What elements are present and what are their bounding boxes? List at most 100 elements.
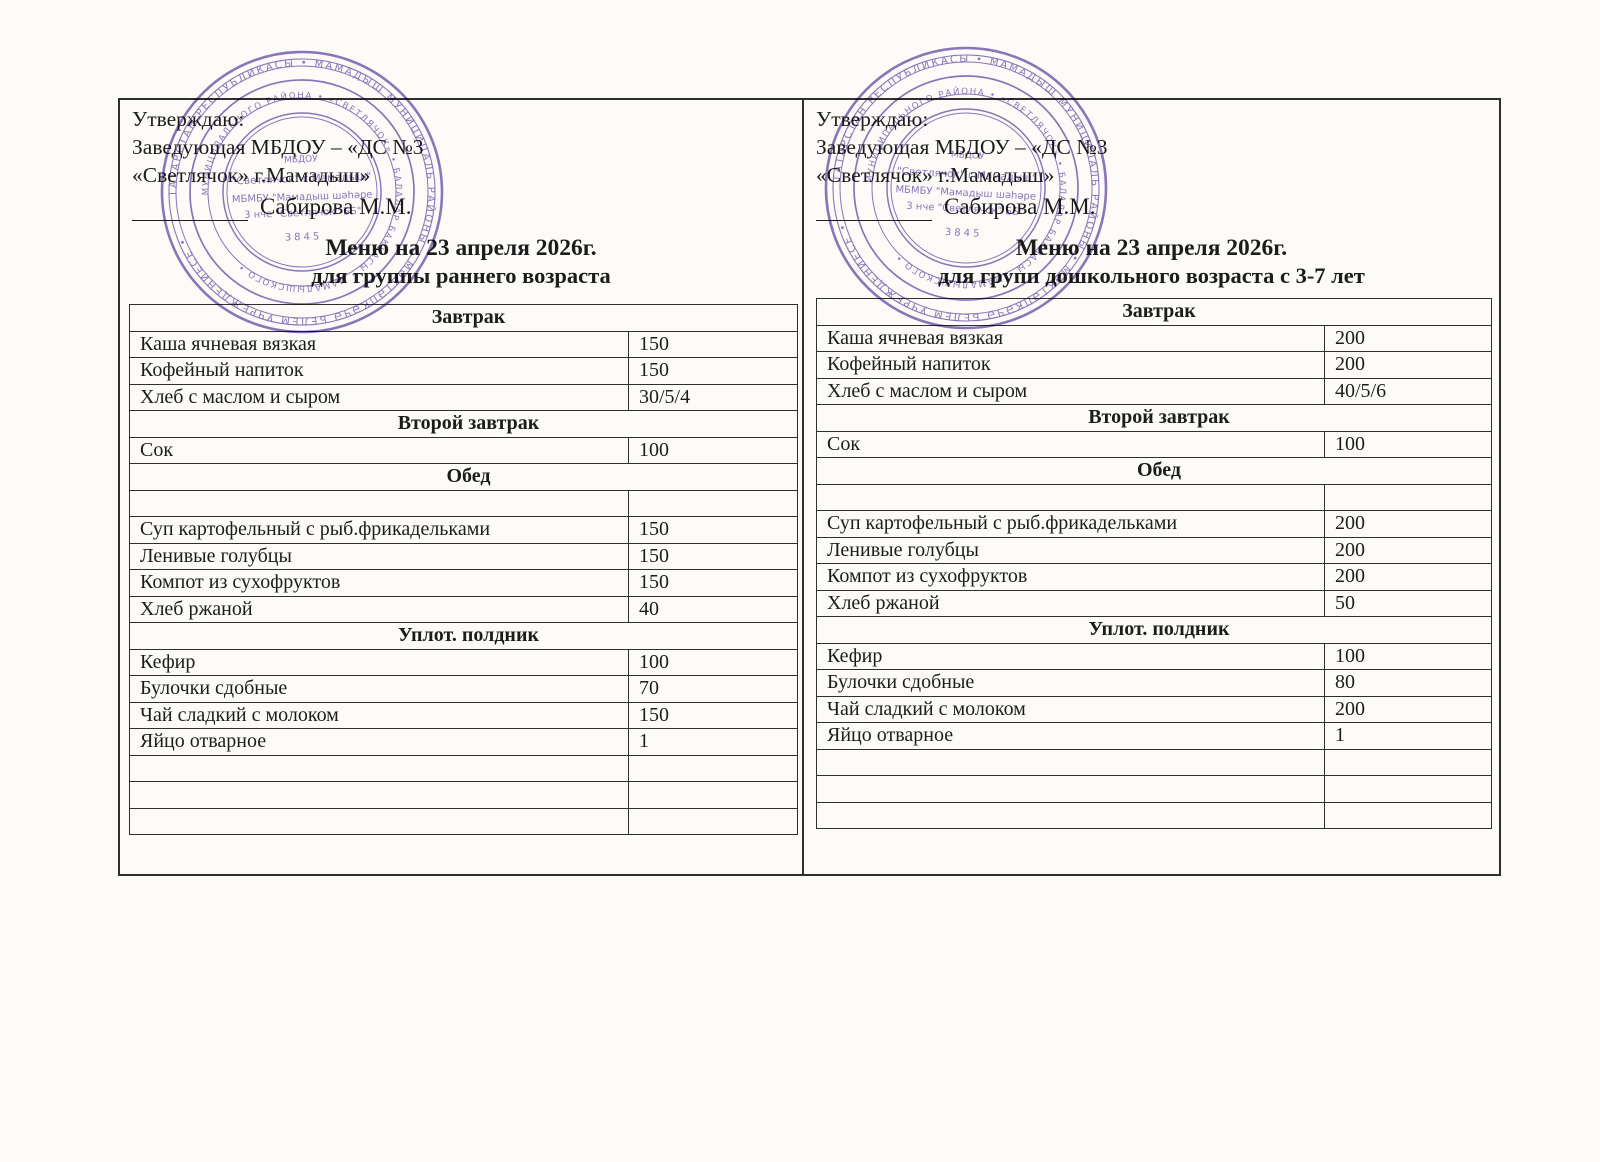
dish-name-cell: Кофейный напиток	[816, 351, 1325, 379]
menu-item-row: Сок 100	[816, 430, 1493, 458]
dish-name-cell: Кефир	[129, 648, 629, 676]
dish-name-cell: Чай сладкий с молоком	[129, 701, 629, 729]
menu-section-row: Обед	[128, 463, 799, 491]
menu-item-row	[129, 781, 799, 809]
menu-header: Меню на 23 апреля 2026г. для группы ранн…	[120, 235, 802, 289]
dish-name-cell	[129, 807, 629, 835]
dish-name-cell: Сок	[816, 430, 1325, 458]
menu-item-row: Суп картофельный с рыб.фрикадельками 150	[129, 516, 799, 544]
dish-name-cell: Суп картофельный с рыб.фрикадельками	[816, 510, 1325, 538]
portion-qty-cell	[1323, 483, 1493, 511]
menu-item-row: Хлеб с маслом и сыром 30/5/4	[129, 383, 799, 411]
menu-item-row: Компот из сухофруктов 150	[129, 569, 799, 597]
meal-section-title: Завтрак	[128, 304, 799, 332]
portion-qty-cell	[627, 489, 799, 517]
menu-item-row: Чай сладкий с молоком 200	[816, 695, 1493, 723]
portion-qty-cell: 200	[1323, 536, 1493, 564]
menu-item-row: Яйцо отварное 1	[816, 722, 1493, 750]
menu-section-row: Второй завтрак	[128, 410, 799, 438]
signature-row: Сабирова М.М.	[816, 193, 1499, 221]
menu-item-row: Яйцо отварное 1	[129, 728, 799, 756]
menu-item-row	[129, 807, 799, 835]
menu-sheet: Утверждаю: Заведующая МБДОУ – «ДС №3 «Св…	[118, 98, 1501, 876]
dish-name-cell: Булочки сдобные	[129, 675, 629, 703]
dish-name-cell: Ленивые голубцы	[816, 536, 1325, 564]
menu-item-row: Ленивые голубцы 150	[129, 542, 799, 570]
portion-qty-cell: 40	[627, 595, 799, 623]
dish-name-cell: Компот из сухофруктов	[816, 563, 1325, 591]
portion-qty-cell	[627, 781, 799, 809]
menu-item-row: Хлеб ржаной 40	[129, 595, 799, 623]
portion-qty-cell: 200	[1323, 695, 1493, 723]
dish-name-cell	[816, 801, 1325, 829]
meal-section-title: Второй завтрак	[128, 410, 799, 438]
menu-item-row	[816, 775, 1493, 803]
dish-name-cell: Ленивые голубцы	[129, 542, 629, 570]
dish-name-cell: Каша ячневая вязкая	[816, 324, 1325, 352]
signature-row: Сабирова М.М.	[132, 193, 802, 221]
dish-name-cell: Суп картофельный с рыб.фрикадельками	[129, 516, 629, 544]
menu-item-row: Булочки сдобные 80	[816, 669, 1493, 697]
portion-qty-cell: 1	[627, 728, 799, 756]
approval-line: «Светлячок» г.Мамадыш»	[816, 163, 1055, 187]
menu-header: Меню на 23 апреля 2026г. для групп дошко…	[804, 235, 1499, 289]
meal-section-title: Обед	[815, 457, 1493, 485]
approval-line: Заведующая МБДОУ – «ДС №3	[816, 135, 1108, 159]
portion-qty-cell	[1323, 775, 1493, 803]
portion-qty-cell	[627, 807, 799, 835]
menu-item-row: Суп картофельный с рыб.фрикадельками 200	[816, 510, 1493, 538]
portion-qty-cell: 150	[627, 357, 799, 385]
menu-item-row: Чай сладкий с молоком 150	[129, 701, 799, 729]
menu-item-row: Хлеб с маслом и сыром 40/5/6	[816, 377, 1493, 405]
portion-qty-cell: 100	[627, 648, 799, 676]
menu-section-row: Уплот. полдник	[815, 616, 1493, 644]
panel-preschool-menu: Утверждаю: Заведующая МБДОУ – «ДС №3 «Св…	[802, 100, 1499, 874]
menu-section-row: Завтрак	[128, 304, 799, 332]
signature-line	[132, 196, 248, 221]
portion-qty-cell: 80	[1323, 669, 1493, 697]
menu-item-row	[129, 489, 799, 517]
menu-item-row: Кефир 100	[129, 648, 799, 676]
menu-subtitle: для групп дошкольного возраста с 3-7 лет	[938, 263, 1365, 288]
menu-title: Меню на 23 апреля 2026г.	[1015, 235, 1288, 261]
portion-qty-cell: 200	[1323, 563, 1493, 591]
menu-item-row: Кофейный напиток 150	[129, 357, 799, 385]
portion-qty-cell	[627, 754, 799, 782]
dish-name-cell: Кефир	[816, 642, 1325, 670]
meal-section-title: Обед	[128, 463, 799, 491]
dish-name-cell	[816, 775, 1325, 803]
dish-name-cell: Хлеб с маслом и сыром	[129, 383, 629, 411]
portion-qty-cell: 150	[627, 516, 799, 544]
portion-qty-cell: 200	[1323, 324, 1493, 352]
approval-line: Утверждаю:	[132, 107, 245, 131]
meal-section-title: Уплот. полдник	[815, 616, 1493, 644]
menu-section-row: Второй завтрак	[815, 404, 1493, 432]
dish-name-cell: Яйцо отварное	[816, 722, 1325, 750]
portion-qty-cell: 40/5/6	[1323, 377, 1493, 405]
approval-line: «Светлячок» г.Мамадыш»	[132, 163, 371, 187]
dish-name-cell: Чай сладкий с молоком	[816, 695, 1325, 723]
menu-item-row: Кефир 100	[816, 642, 1493, 670]
approval-block: Утверждаю: Заведующая МБДОУ – «ДС №3 «Св…	[120, 100, 802, 221]
approval-line: Утверждаю:	[816, 107, 929, 131]
portion-qty-cell: 100	[1323, 430, 1493, 458]
menu-item-row: Каша ячневая вязкая 150	[129, 330, 799, 358]
dish-name-cell: Булочки сдобные	[816, 669, 1325, 697]
signee-name: Сабирова М.М.	[944, 194, 1096, 219]
menu-item-row	[816, 483, 1493, 511]
dish-name-cell: Хлеб с маслом и сыром	[816, 377, 1325, 405]
portion-qty-cell: 70	[627, 675, 799, 703]
menu-item-row: Сок 100	[129, 436, 799, 464]
menu-item-row	[129, 754, 799, 782]
menu-table-early-age: Завтрак Каша ячневая вязкая 150 Кофейный на…	[128, 304, 799, 835]
portion-qty-cell: 1	[1323, 722, 1493, 750]
dish-name-cell	[129, 489, 629, 517]
meal-section-title: Завтрак	[815, 298, 1493, 326]
menu-section-row: Уплот. полдник	[128, 622, 799, 650]
dish-name-cell	[129, 754, 629, 782]
menu-item-row: Каша ячневая вязкая 200	[816, 324, 1493, 352]
menu-item-row	[816, 801, 1493, 829]
menu-subtitle: для группы раннего возраста	[311, 263, 611, 288]
dish-name-cell: Хлеб ржаной	[129, 595, 629, 623]
menu-item-row: Кофейный напиток 200	[816, 351, 1493, 379]
